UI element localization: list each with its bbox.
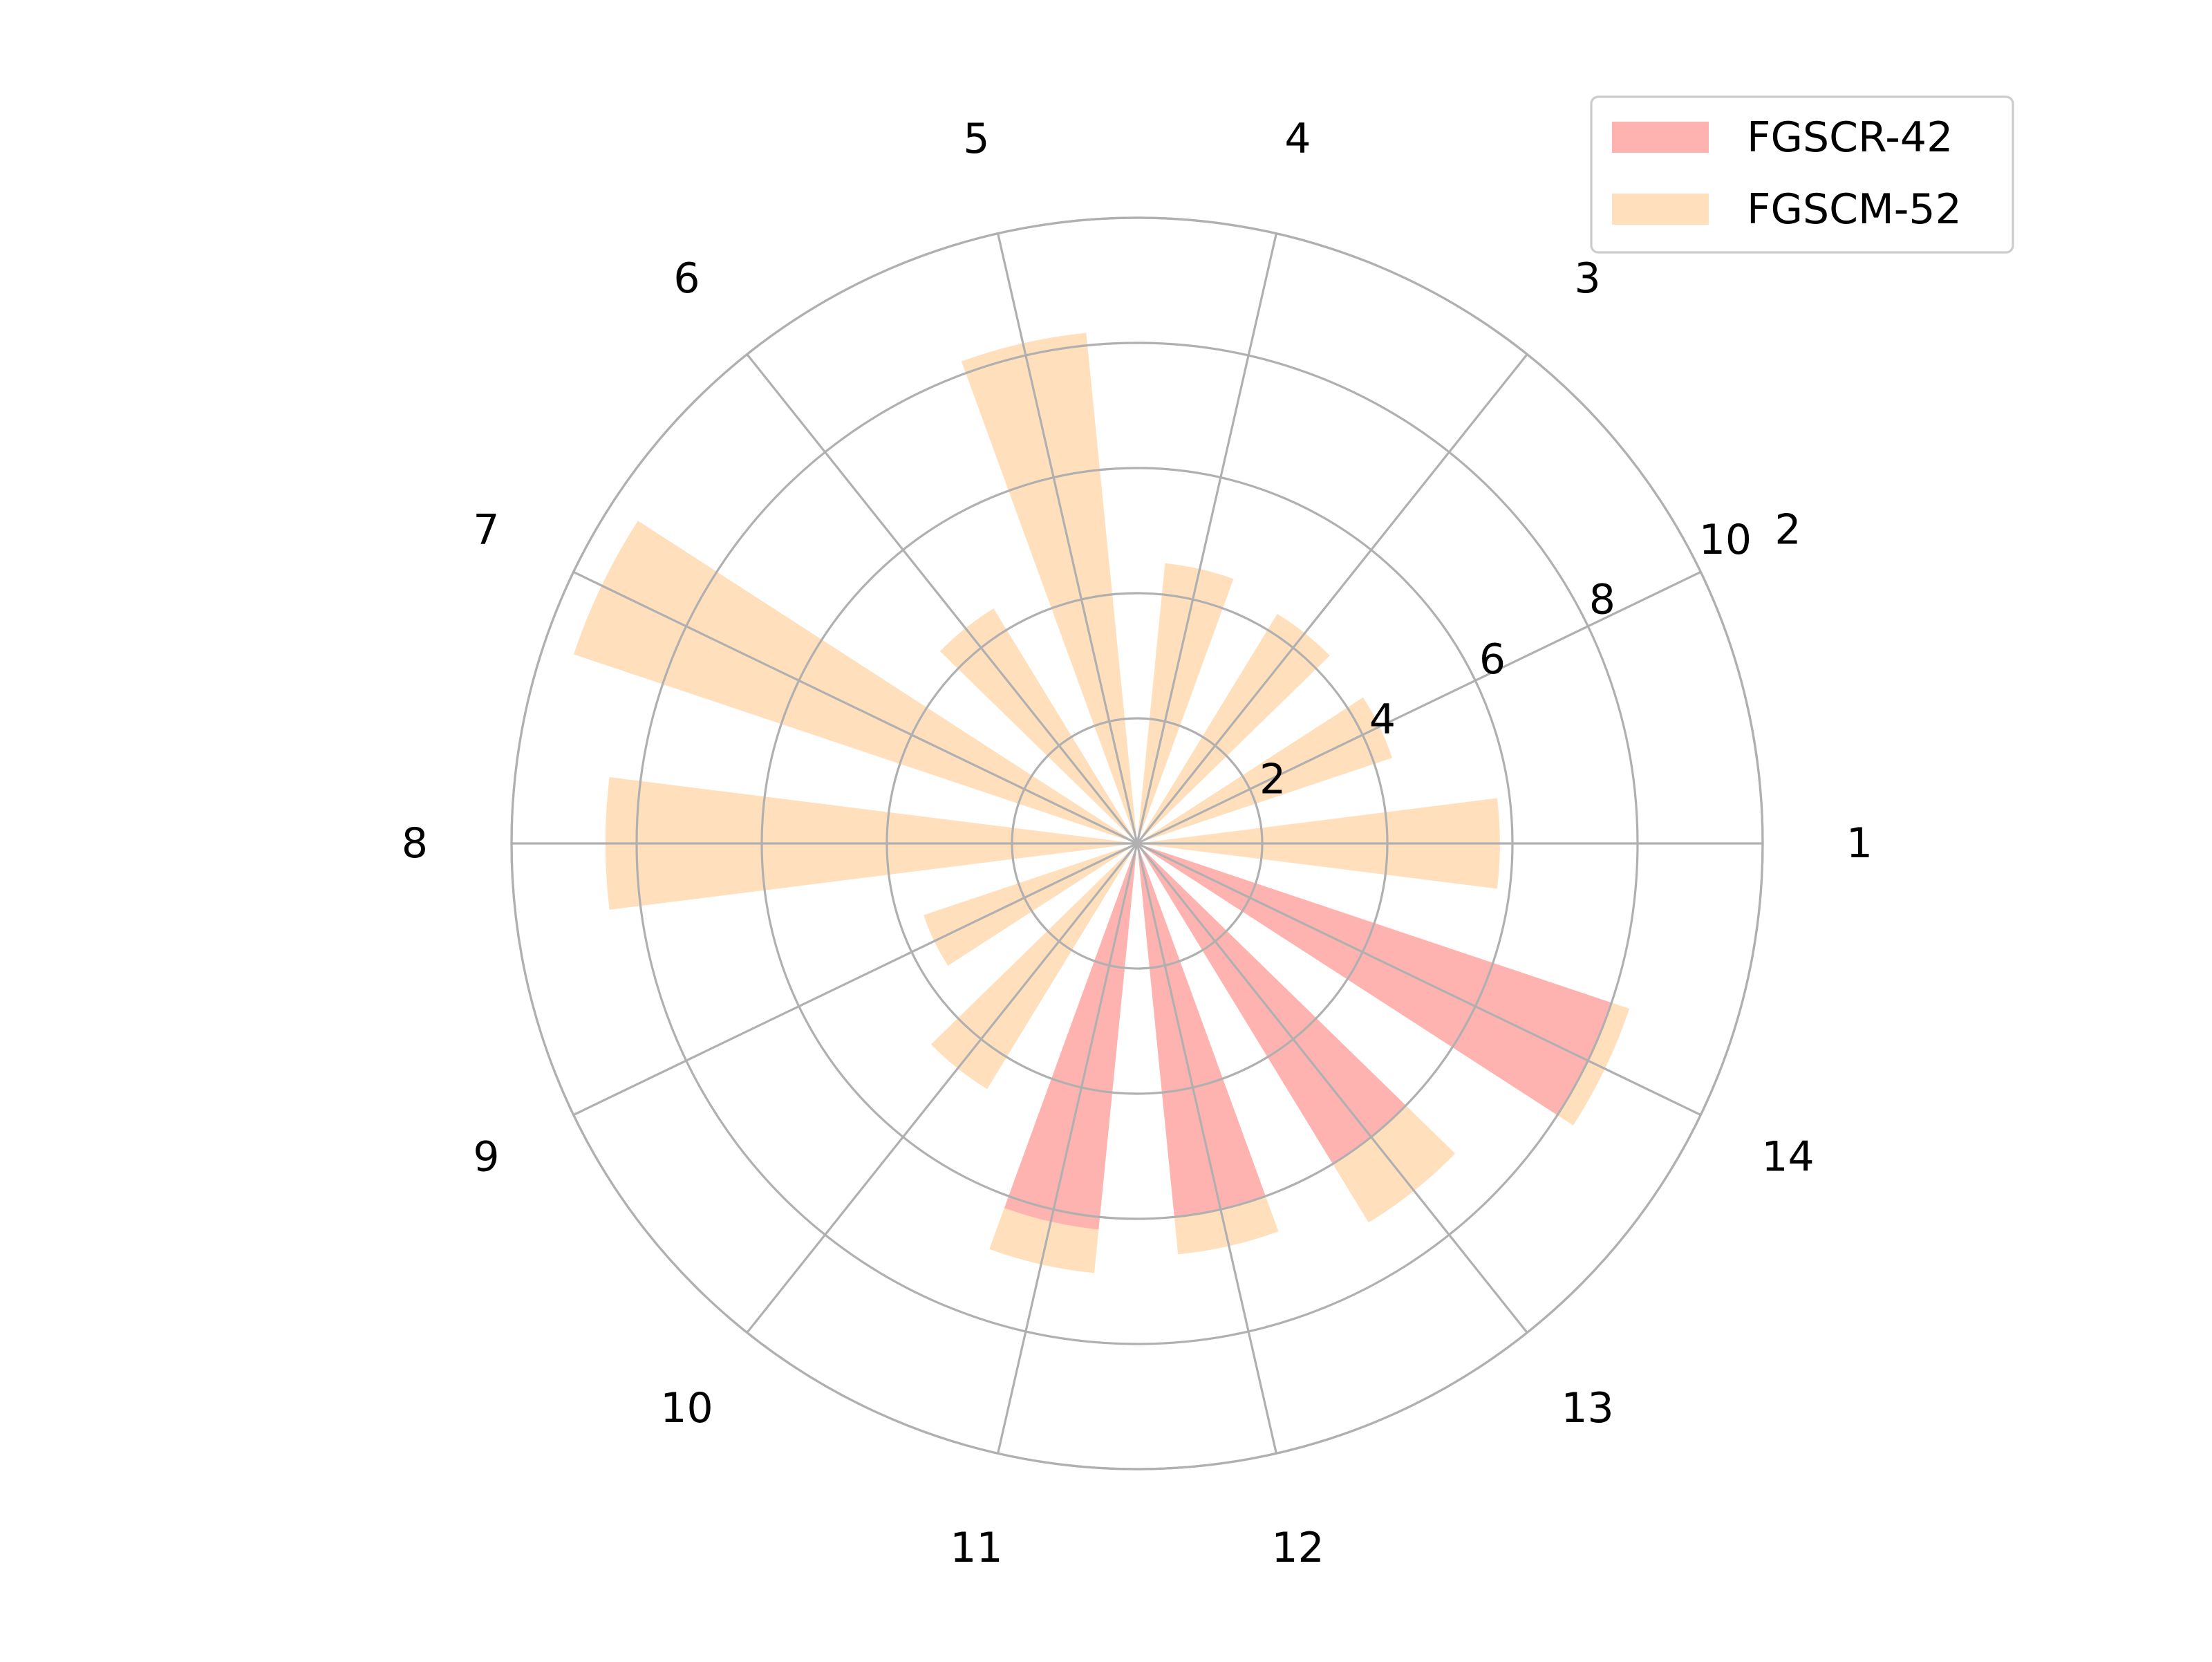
angular-tick-label-12: 12 (1271, 1524, 1324, 1572)
bar-series2-cat-2 (1137, 697, 1392, 843)
bar-series1-cat-11 (1004, 843, 1137, 1230)
bars-layer (573, 333, 1630, 1273)
radial-tick-label-8: 8 (1589, 576, 1615, 624)
legend-label-series1: FGSCR-42 (1747, 113, 1953, 162)
angular-grid-line-13 (1136, 843, 1528, 1334)
legend-swatch-series1 (1612, 122, 1709, 153)
angular-tick-label-3: 3 (1574, 254, 1600, 303)
angular-tick-label-1: 1 (1846, 819, 1873, 868)
angular-tick-label-14: 14 (1761, 1132, 1814, 1181)
bar-series2-cat-6 (939, 608, 1137, 843)
radial-tick-label-10: 10 (1699, 516, 1752, 564)
legend-label-series2: FGSCM-52 (1747, 185, 1962, 234)
bar-series2-cat-9 (924, 843, 1137, 966)
angular-grid-line-2 (1136, 570, 1702, 845)
angular-grid-line-7 (572, 570, 1138, 845)
angular-grid-line-10 (746, 843, 1138, 1334)
bar-series2-cat-4 (1137, 563, 1234, 843)
radial-tick-label-2: 2 (1259, 755, 1286, 803)
angular-tick-label-4: 4 (1284, 115, 1311, 163)
angular-tick-label-6: 6 (673, 254, 700, 303)
angular-tick-label-7: 7 (473, 506, 499, 554)
angular-grid-line-5 (997, 233, 1138, 844)
angular-tick-label-11: 11 (950, 1524, 1002, 1572)
angular-tick-label-5: 5 (963, 115, 989, 163)
angular-tick-label-8: 8 (402, 819, 428, 868)
angular-grid-line-12 (1136, 843, 1277, 1454)
angular-tick-label-13: 13 (1561, 1384, 1613, 1432)
legend: FGSCR-42 FGSCM-52 (1590, 95, 2014, 254)
angular-grid-line-6 (746, 353, 1138, 844)
bar-series1-cat-13 (1137, 843, 1406, 1164)
bar-series2-cat-10 (930, 843, 1137, 1090)
angular-grid-line-9 (572, 842, 1138, 1117)
angular-tick-label-2: 2 (1774, 506, 1801, 554)
angular-tick-label-9: 9 (473, 1132, 499, 1181)
angular-grid-line-14 (1136, 842, 1702, 1117)
legend-swatch-series2 (1612, 194, 1709, 225)
bar-series2-cat-5 (961, 333, 1137, 843)
radial-tick-label-6: 6 (1479, 635, 1506, 684)
angular-grid-line-3 (1136, 353, 1528, 844)
angular-grid-line-11 (997, 843, 1138, 1454)
radial-tick-label-4: 4 (1369, 695, 1396, 744)
grid-layer (510, 216, 1764, 1470)
bar-series1-cat-12 (1137, 843, 1266, 1217)
bar-series2-cat-3 (1137, 613, 1330, 843)
angular-tick-label-10: 10 (660, 1384, 713, 1432)
bar-series2-cat-7 (573, 521, 1137, 843)
bar-series1-cat-14 (1137, 843, 1612, 1116)
angular-grid-line-4 (1136, 233, 1277, 844)
